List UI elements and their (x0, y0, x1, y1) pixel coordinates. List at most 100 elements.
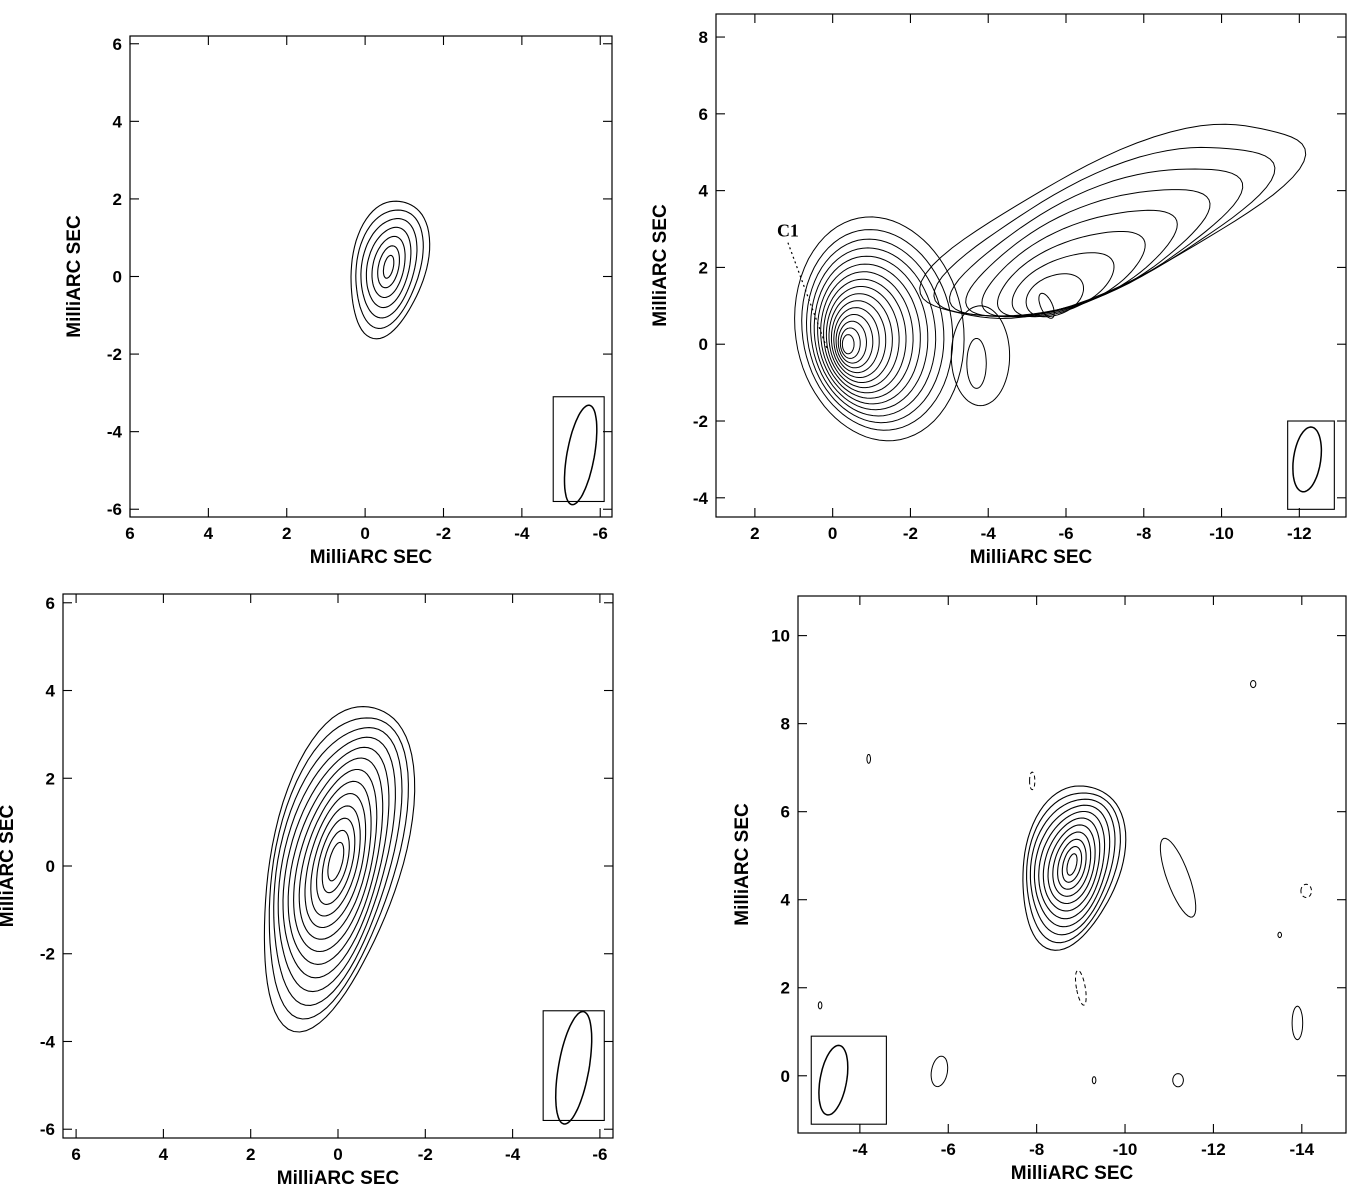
y-tick-label: 6 (781, 803, 790, 822)
source-contour (371, 235, 406, 299)
y-tick-label: -4 (107, 423, 123, 442)
x-tick-label: -6 (593, 524, 608, 543)
y-tick-label: 8 (781, 715, 790, 734)
noise-contour (1291, 1005, 1304, 1041)
x-tick-label: -14 (1290, 1140, 1315, 1159)
source-contour (321, 829, 350, 894)
plot-frame (715, 13, 1347, 518)
beam-box (552, 396, 605, 503)
y-tick-label: -4 (40, 1032, 56, 1051)
y-tick-label: -2 (40, 945, 55, 964)
source-contour (1061, 846, 1083, 883)
x-tick-label: -2 (418, 1145, 433, 1164)
core-contour (794, 216, 965, 442)
y-tick-label: 2 (699, 258, 708, 277)
source-contour (310, 805, 361, 917)
y-tick-label: 0 (699, 335, 708, 354)
source-contour (268, 717, 409, 1020)
x-axis-title: MilliARC SEC (970, 547, 1093, 568)
noise-contour (1091, 1076, 1097, 1085)
negative-contour (1300, 883, 1313, 899)
y-tick-label: 10 (771, 627, 790, 646)
source-contour (273, 727, 403, 1006)
knot-contour (966, 338, 987, 389)
x-tick-label: -2 (436, 524, 451, 543)
y-tick-label: -2 (107, 345, 122, 364)
x-tick-label: -8 (1029, 1140, 1044, 1159)
x-tick-label: -12 (1287, 524, 1312, 543)
source-contour (1033, 804, 1111, 928)
core-contour (817, 263, 921, 405)
source-contour (304, 792, 367, 929)
y-tick-label: -6 (40, 1120, 55, 1139)
core-contour (828, 293, 893, 383)
jet-contour (965, 189, 1211, 317)
core-contour (823, 278, 907, 394)
beam-box (810, 1035, 887, 1125)
x-tick-label: -4 (981, 524, 997, 543)
core-contour (810, 247, 937, 417)
source-contour (360, 218, 418, 319)
x-tick-label: 2 (750, 524, 759, 543)
source-contour (355, 209, 424, 329)
x-tick-label: -10 (1113, 1140, 1138, 1159)
core-contour (833, 307, 880, 374)
core-contour (839, 327, 861, 359)
x-tick-label: -8 (1136, 524, 1151, 543)
y-tick-label: 2 (781, 979, 790, 998)
core-contour (825, 286, 900, 389)
y-tick-label: -4 (693, 489, 709, 508)
x-tick-label: 6 (71, 1145, 80, 1164)
beam-ellipse (1292, 426, 1323, 493)
x-tick-label: 6 (125, 524, 134, 543)
x-tick-label: 0 (360, 524, 369, 543)
x-tick-label: -6 (1058, 524, 1073, 543)
panel-3: 6 4 2 0 -2 -4 -6 6 4 2 0 -2 -4 -6 MilliARC SEC MilliARC… (0, 593, 614, 1189)
core-contour (813, 255, 929, 411)
y-tick-label: 0 (113, 268, 122, 287)
jet-contour (981, 209, 1178, 318)
beam-box (542, 1010, 605, 1122)
source-contour (382, 254, 395, 279)
core-contour (801, 229, 954, 431)
x-tick-label: -4 (514, 524, 530, 543)
core-contour (835, 314, 874, 369)
annotation-leader (787, 242, 828, 349)
jet-contour (1011, 252, 1115, 318)
source-contour (1038, 810, 1106, 920)
x-tick-label: 2 (282, 524, 291, 543)
knot-contour (950, 305, 1011, 407)
y-tick-label: 4 (113, 112, 123, 131)
y-tick-label: 2 (113, 190, 122, 209)
source-contour (1029, 798, 1116, 936)
source-contour (377, 245, 400, 289)
y-tick-label: 2 (46, 769, 55, 788)
noise-contour (1277, 931, 1282, 939)
source-contour (327, 841, 345, 882)
beam-box (1287, 420, 1335, 510)
source-contour (350, 200, 431, 340)
source-contour (1026, 792, 1121, 944)
jet-contour (996, 231, 1146, 318)
source-contour (263, 706, 416, 1033)
y-axis-title: MilliARC SEC (64, 215, 85, 338)
core-contour (841, 334, 855, 355)
x-tick-label: -10 (1209, 524, 1234, 543)
x-tick-label: 0 (828, 524, 837, 543)
x-axis-title: MilliARC SEC (1011, 1163, 1134, 1184)
source-contour (277, 736, 396, 993)
beam-ellipse (818, 1044, 849, 1116)
core-contour (837, 320, 868, 364)
x-tick-label: -12 (1201, 1140, 1226, 1159)
annotation-label: C1 (777, 221, 799, 241)
jet-contour (949, 168, 1244, 317)
beam-ellipse (554, 1010, 593, 1125)
source-contour (1022, 785, 1127, 951)
x-tick-label: 2 (246, 1145, 255, 1164)
y-tick-label: 0 (781, 1067, 790, 1086)
plot-frame (62, 593, 614, 1139)
source-contour (293, 768, 378, 953)
noise-contour (1249, 679, 1257, 689)
core-contour (830, 300, 887, 378)
